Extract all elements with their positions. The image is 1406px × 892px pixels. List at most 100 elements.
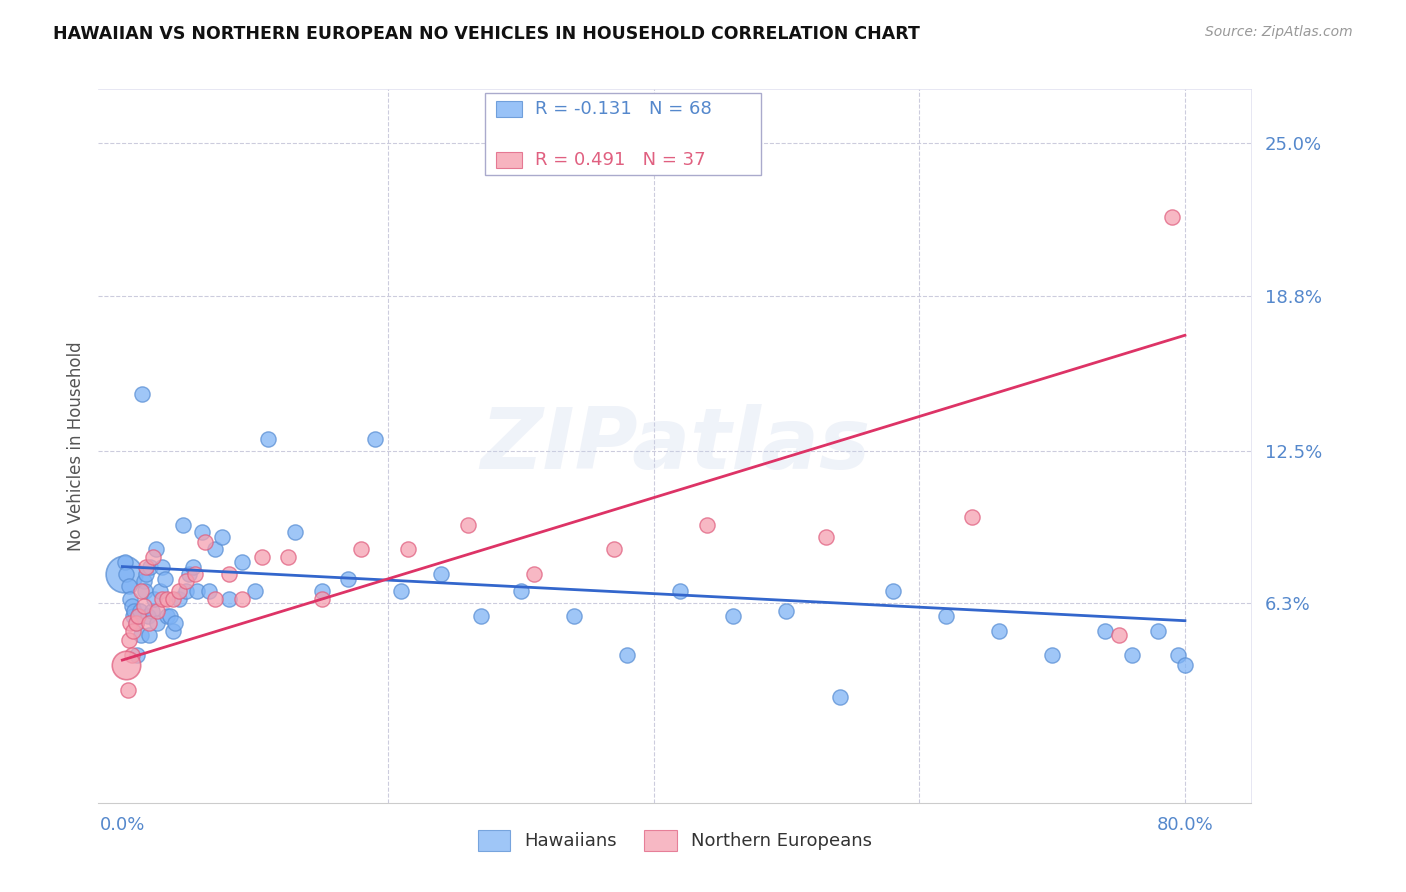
Point	[172, 517, 194, 532]
Point	[284, 525, 307, 540]
Point	[122, 608, 145, 623]
Point	[146, 616, 169, 631]
Point	[112, 566, 135, 581]
Point	[114, 555, 136, 569]
Point	[562, 608, 585, 623]
Point	[204, 591, 226, 606]
Point	[148, 584, 170, 599]
Point	[122, 624, 145, 638]
Text: R = 0.491   N = 37: R = 0.491 N = 37	[536, 151, 706, 169]
Point	[142, 549, 165, 564]
Point	[1121, 648, 1143, 662]
Point	[523, 566, 546, 581]
Point	[131, 387, 153, 401]
Point	[815, 530, 838, 544]
Point	[121, 599, 143, 613]
Point	[159, 608, 181, 623]
Point	[156, 608, 179, 623]
Point	[120, 616, 142, 631]
Point	[129, 628, 152, 642]
Point	[775, 604, 797, 618]
Point	[115, 566, 138, 581]
Text: HAWAIIAN VS NORTHERN EUROPEAN NO VEHICLES IN HOUSEHOLD CORRELATION CHART: HAWAIIAN VS NORTHERN EUROPEAN NO VEHICLE…	[53, 25, 921, 43]
Point	[988, 624, 1011, 638]
Point	[250, 549, 273, 564]
Point	[128, 604, 150, 618]
Point	[882, 584, 904, 599]
Point	[162, 624, 184, 638]
Point	[135, 559, 157, 574]
Point	[603, 542, 626, 557]
Point	[430, 566, 453, 581]
Point	[156, 591, 179, 606]
Y-axis label: No Vehicles in Household: No Vehicles in Household	[66, 341, 84, 551]
Point	[186, 584, 208, 599]
Point	[177, 566, 200, 581]
Point	[337, 572, 360, 586]
Point	[723, 608, 745, 623]
Point	[153, 572, 176, 586]
Point	[935, 608, 957, 623]
Point	[184, 566, 207, 581]
Point	[1094, 624, 1116, 638]
Point	[127, 608, 149, 623]
Point	[311, 584, 333, 599]
Point	[396, 542, 419, 557]
Legend: Hawaiians, Northern Europeans: Hawaiians, Northern Europeans	[471, 822, 879, 858]
FancyBboxPatch shape	[496, 102, 522, 117]
Point	[174, 584, 197, 599]
Point	[127, 608, 149, 623]
Point	[231, 591, 253, 606]
Point	[191, 525, 214, 540]
Text: Source: ZipAtlas.com: Source: ZipAtlas.com	[1205, 25, 1353, 39]
Point	[125, 648, 148, 662]
Text: ZIPatlas: ZIPatlas	[479, 404, 870, 488]
Point	[138, 616, 160, 631]
Point	[141, 604, 163, 618]
Point	[143, 591, 166, 606]
Point	[134, 584, 156, 599]
Point	[174, 574, 197, 589]
Point	[145, 542, 167, 557]
Point	[169, 591, 191, 606]
Point	[136, 608, 159, 623]
Point	[616, 648, 638, 662]
Point	[828, 690, 851, 704]
Point	[311, 591, 333, 606]
Point	[363, 432, 385, 446]
Point	[1108, 628, 1130, 642]
Point	[1147, 624, 1170, 638]
Point	[124, 604, 146, 618]
Point	[115, 658, 138, 673]
Point	[124, 616, 146, 631]
Point	[457, 517, 479, 532]
Point	[218, 566, 240, 581]
Point	[150, 559, 173, 574]
Point	[120, 591, 142, 606]
Point	[1160, 210, 1182, 224]
Point	[124, 616, 146, 631]
Point	[194, 535, 217, 549]
Point	[1174, 658, 1197, 673]
Point	[121, 648, 143, 662]
Point	[150, 591, 173, 606]
Point	[138, 628, 160, 642]
Point	[197, 584, 219, 599]
Point	[243, 584, 266, 599]
Point	[509, 584, 531, 599]
Point	[132, 574, 155, 589]
FancyBboxPatch shape	[496, 152, 522, 168]
Point	[117, 682, 139, 697]
Point	[181, 559, 204, 574]
Point	[1040, 648, 1063, 662]
Point	[389, 584, 412, 599]
Point	[204, 542, 226, 557]
Point	[118, 579, 141, 593]
Point	[1167, 648, 1189, 662]
Point	[169, 584, 191, 599]
Point	[218, 591, 240, 606]
Point	[162, 591, 184, 606]
Point	[669, 584, 692, 599]
Point	[118, 633, 141, 648]
Point	[257, 432, 280, 446]
